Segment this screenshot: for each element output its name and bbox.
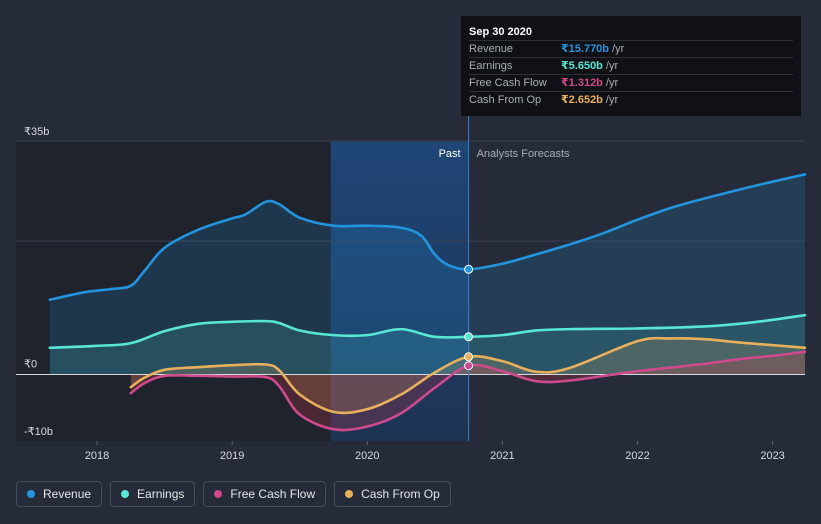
series-area-revenue bbox=[49, 174, 805, 375]
tooltip-unit: /yr bbox=[605, 77, 619, 89]
tooltip-value: ₹15.770b bbox=[561, 43, 610, 55]
legend-dot-icon bbox=[121, 490, 130, 498]
tooltip-label: Free Cash Flow bbox=[469, 77, 547, 89]
legend-item-earnings[interactable]: Earnings bbox=[110, 481, 196, 507]
series-line-revenue bbox=[48, 173, 807, 302]
data-tooltip: Sep 30 2020 Revenue ₹15.770b /yr Earning… bbox=[461, 16, 801, 116]
tooltip-unit: /yr bbox=[605, 94, 619, 106]
series-line-earnings bbox=[48, 313, 807, 350]
past-region-background bbox=[16, 141, 331, 441]
tooltip-value: ₹1.312b bbox=[561, 77, 603, 89]
chart-legend: Revenue Earnings Free Cash Flow Cash Fro… bbox=[16, 481, 451, 507]
legend-item-revenue[interactable]: Revenue bbox=[16, 481, 103, 507]
x-axis-tick-label: 2022 bbox=[625, 450, 649, 462]
data-point-marker-cash-from-op bbox=[464, 352, 474, 362]
highlight-region bbox=[330, 141, 469, 441]
tooltip-row-earnings: Earnings ₹5.650b /yr bbox=[469, 57, 793, 74]
x-axis-tick-label: 2023 bbox=[760, 450, 784, 462]
legend-label: Earnings bbox=[137, 487, 185, 501]
legend-dot-icon bbox=[345, 490, 354, 498]
x-axis-tick-label: 2020 bbox=[355, 450, 379, 462]
past-label: Past bbox=[439, 148, 461, 160]
tooltip-value: ₹5.650b bbox=[561, 60, 603, 72]
tooltip-unit: /yr bbox=[605, 60, 619, 72]
legend-label: Revenue bbox=[43, 487, 92, 501]
tooltip-row-cash-from-op: Cash From Op ₹2.652b /yr bbox=[469, 91, 793, 108]
tooltip-label: Cash From Op bbox=[469, 94, 542, 106]
tooltip-unit: /yr bbox=[612, 43, 625, 55]
forecast-label: Analysts Forecasts bbox=[477, 148, 570, 160]
y-axis-label: ₹0 bbox=[24, 359, 37, 371]
series-line-free-cash-flow bbox=[129, 350, 807, 432]
data-point-marker-revenue bbox=[464, 264, 474, 274]
tooltip-row-revenue: Revenue ₹15.770b /yr bbox=[469, 40, 793, 57]
legend-item-free-cash-flow[interactable]: Free Cash Flow bbox=[203, 481, 327, 507]
tooltip-date: Sep 30 2020 bbox=[469, 26, 532, 38]
legend-label: Free Cash Flow bbox=[230, 487, 316, 501]
x-axis-tick-label: 2021 bbox=[490, 450, 514, 462]
tooltip-label: Revenue bbox=[469, 43, 514, 55]
tooltip-value: ₹2.652b bbox=[561, 94, 603, 106]
x-axis-tick-label: 2018 bbox=[85, 450, 109, 462]
tooltip-label: Earnings bbox=[469, 60, 513, 72]
data-point-marker-free-cash-flow bbox=[464, 361, 474, 371]
series-line-cash-from-op bbox=[129, 336, 807, 415]
y-axis-label: -₹10b bbox=[24, 426, 53, 438]
y-axis-label: ₹35b bbox=[24, 126, 49, 138]
data-point-marker-earnings bbox=[464, 332, 474, 342]
legend-dot-icon bbox=[27, 490, 35, 498]
x-axis-tick-label: 2019 bbox=[220, 450, 244, 462]
legend-item-cash-from-op[interactable]: Cash From Op bbox=[334, 481, 451, 507]
legend-dot-icon bbox=[214, 490, 223, 498]
tooltip-row-free-cash-flow: Free Cash Flow ₹1.312b /yr bbox=[469, 74, 793, 91]
legend-label: Cash From Op bbox=[361, 487, 440, 501]
